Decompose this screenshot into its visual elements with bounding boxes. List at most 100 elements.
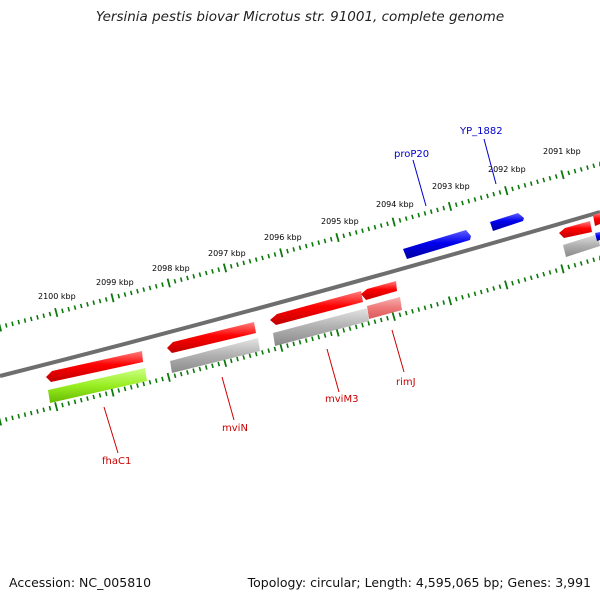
- scale-tick: [542, 177, 546, 183]
- scale-tick: [592, 163, 596, 169]
- scale-tick: [342, 327, 346, 333]
- scale-tick: [567, 264, 571, 270]
- scale-tick: [173, 373, 177, 379]
- gene-label-fhaC1[interactable]: fhaC1: [102, 456, 131, 467]
- scale-tick: [579, 167, 583, 172]
- gene-gray-right[interactable]: [563, 234, 600, 257]
- scale-tick: [542, 271, 546, 277]
- scale-tick: [36, 314, 39, 320]
- scale-tick: [467, 198, 471, 204]
- scale-tick: [317, 240, 321, 245]
- leader-YP_1882: [483, 138, 497, 185]
- scale-tick: [367, 321, 371, 326]
- scale-tick: [0, 417, 2, 426]
- gene-label-mviM3[interactable]: mviM3: [325, 394, 358, 405]
- scale-tick: [104, 391, 108, 397]
- scale-tick: [529, 275, 533, 281]
- gene-blue-YP_1882[interactable]: [490, 213, 524, 231]
- gene-red-right-edge[interactable]: [593, 213, 600, 226]
- scale-tick: [361, 228, 364, 234]
- scale-tick: [560, 170, 565, 180]
- scale-tick: [286, 343, 289, 349]
- scale-tick: [186, 275, 189, 281]
- gene-gray-mviN[interactable]: [170, 338, 260, 373]
- gene-red-mviM3-upper[interactable]: [270, 291, 363, 325]
- scale-tick: [573, 262, 577, 268]
- scale-tick: [323, 333, 327, 338]
- map-title: Yersinia pestis biovar Microtus str. 910…: [95, 9, 505, 25]
- leader-mviM3: [326, 348, 340, 393]
- scale-tick: [98, 298, 102, 304]
- scale-tick: [98, 392, 102, 398]
- scale-tick: [17, 413, 21, 419]
- gene-blue-proP20[interactable]: [403, 230, 471, 259]
- scale-tick: [342, 233, 346, 239]
- scale-tick: [354, 230, 358, 235]
- scale-tick: [129, 290, 133, 296]
- scale-tick: [511, 280, 514, 286]
- scale-tick: [23, 412, 27, 417]
- scale-tick: [517, 278, 521, 284]
- scale-tick: [61, 402, 64, 408]
- scale-tick: [479, 289, 483, 295]
- scale-tick: [117, 388, 121, 393]
- scale-tick: [79, 303, 83, 309]
- gene-red-fhaC1-upper[interactable]: [46, 351, 143, 382]
- gene-gray-mviM3[interactable]: [273, 308, 369, 346]
- scale-tick: [261, 350, 264, 355]
- scale-tick: [292, 247, 296, 252]
- scale-tick: [323, 238, 327, 244]
- scale-tick: [298, 339, 302, 345]
- scale-tick: [317, 334, 321, 340]
- scale-tick: [154, 378, 158, 383]
- scale-tick: [48, 311, 52, 317]
- scale-tick: [61, 308, 64, 314]
- scale-tick: [536, 273, 539, 279]
- scale-tick: [335, 232, 340, 243]
- gene-label-mviN[interactable]: mviN: [222, 423, 248, 434]
- gene-labels: fhaC1 mviN mviM3 rimJ proP20 YP_1882: [102, 126, 503, 467]
- scale-tick: [404, 216, 408, 221]
- gene-blue-right-edge[interactable]: [595, 232, 600, 241]
- leader-fhaC1: [103, 406, 119, 454]
- scale-tick: [311, 336, 314, 342]
- scale-tick: [248, 353, 252, 359]
- scale-tick: [379, 223, 383, 228]
- gene-label-YP_1882[interactable]: YP_1882: [459, 126, 503, 137]
- inner-scale-ticks: [0, 255, 600, 426]
- scale-tick: [411, 308, 414, 314]
- scale-tick: [417, 307, 421, 312]
- scale-tick: [548, 175, 552, 181]
- gene-label-proP20[interactable]: proP20: [394, 149, 429, 160]
- scale-tick: [398, 312, 402, 318]
- scale-tick: [486, 287, 489, 293]
- scale-tick: [110, 293, 115, 303]
- scale-tick: [198, 272, 202, 278]
- gene-red-right-upper[interactable]: [559, 221, 592, 238]
- gene-lightred-rimJ[interactable]: [367, 297, 402, 319]
- scale-tick: [161, 282, 164, 288]
- gene-green-fhaC1[interactable]: [48, 368, 147, 403]
- scale-tick: [86, 396, 89, 401]
- scale-tick: [267, 348, 271, 354]
- gene-red-rimJ[interactable]: [361, 281, 397, 300]
- scale-tick: [86, 301, 89, 307]
- scale-tick: [361, 322, 364, 328]
- scale-tick: [236, 262, 239, 268]
- scale-tick: [592, 257, 596, 263]
- scale-tick: [166, 278, 171, 288]
- scale-tick: [211, 363, 214, 369]
- scale-tick: [417, 212, 421, 218]
- gene-label-rimJ[interactable]: rimJ: [396, 377, 416, 388]
- scale-tick: [492, 191, 496, 197]
- scale-tick: [117, 293, 121, 299]
- scale-tick: [166, 372, 171, 382]
- label-leaders: [103, 138, 497, 454]
- scale-tick: [473, 197, 477, 202]
- scale-tick: [411, 214, 414, 220]
- scale-tick: [54, 307, 59, 318]
- gene-red-mviN-upper[interactable]: [167, 322, 256, 353]
- scale-tick: [554, 174, 558, 179]
